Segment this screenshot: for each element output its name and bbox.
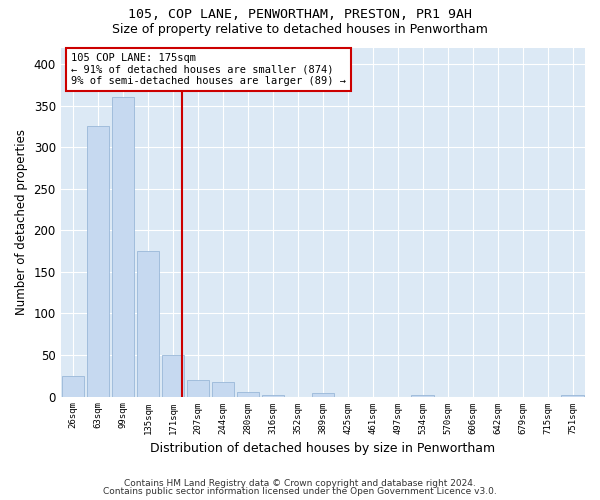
Text: Size of property relative to detached houses in Penwortham: Size of property relative to detached ho… (112, 22, 488, 36)
Bar (561, 395, 584, 396)
Y-axis label: Number of detached properties: Number of detached properties (15, 129, 28, 315)
Bar (62, 376, 85, 396)
Bar (87, 126, 109, 396)
Text: Contains public sector information licensed under the Open Government Licence v3: Contains public sector information licen… (103, 487, 497, 496)
Bar (112, 98, 134, 397)
Bar (212, 382, 234, 396)
X-axis label: Distribution of detached houses by size in Penwortham: Distribution of detached houses by size … (150, 442, 496, 455)
Bar (162, 355, 184, 397)
Bar (187, 380, 209, 396)
Bar (412, 395, 434, 396)
Bar (137, 251, 159, 396)
Text: 105 COP LANE: 175sqm
← 91% of detached houses are smaller (874)
9% of semi-detac: 105 COP LANE: 175sqm ← 91% of detached h… (71, 52, 346, 86)
Bar (262, 395, 284, 396)
Text: Contains HM Land Registry data © Crown copyright and database right 2024.: Contains HM Land Registry data © Crown c… (124, 478, 476, 488)
Bar (311, 393, 334, 396)
Text: 105, COP LANE, PENWORTHAM, PRESTON, PR1 9AH: 105, COP LANE, PENWORTHAM, PRESTON, PR1 … (128, 8, 472, 20)
Bar (236, 392, 259, 396)
